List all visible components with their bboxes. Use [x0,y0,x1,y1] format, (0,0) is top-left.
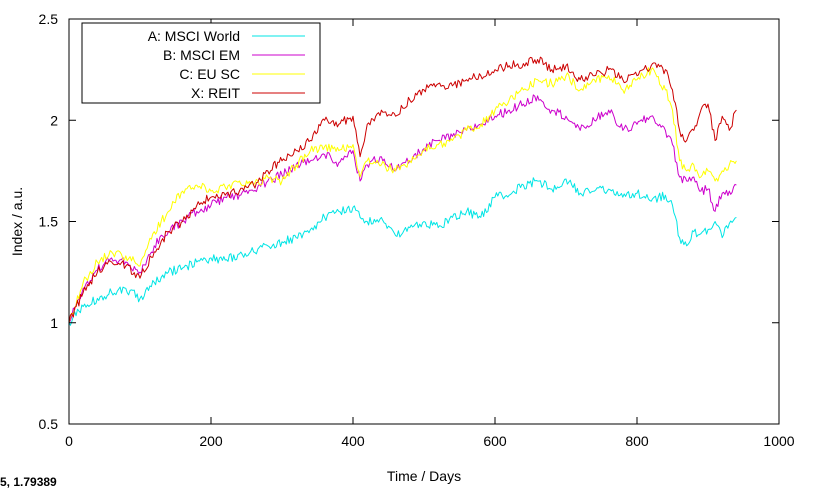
x-tick-label: 0 [65,433,73,449]
series-layer [68,56,737,326]
x-tick-label: 800 [625,433,649,449]
x-tick-label: 1000 [763,433,794,449]
y-tick-label: 2 [50,112,58,128]
y-tick-label: 1 [50,315,58,331]
x-tick-label: 600 [483,433,507,449]
x-tick-label: 200 [199,433,223,449]
y-tick-label: 0.5 [39,416,59,432]
y-axis-ticks: 0.5 1 1.5 2 2.5 [39,11,779,432]
legend: A: MSCI World B: MSCI EM C: EU SC X: REIT [81,22,321,104]
y-tick-label: 1.5 [39,214,59,230]
x-tick-label: 400 [341,433,365,449]
series-line-c [68,67,737,323]
mouse-coordinate-readout: 5, 1.79389 [0,475,57,489]
legend-label-b: B: MSCI EM [163,47,240,63]
x-axis-label: Time / Days [387,468,461,484]
y-tick-label: 2.5 [39,11,59,27]
legend-label-c: C: EU SC [179,66,240,82]
series-line-b [68,94,737,324]
legend-label-a: A: MSCI World [148,28,240,44]
legend-label-x: X: REIT [191,85,240,101]
series-line-a [68,177,737,326]
y-axis-label: Index / a.u. [9,187,25,256]
series-line-x [68,56,737,323]
